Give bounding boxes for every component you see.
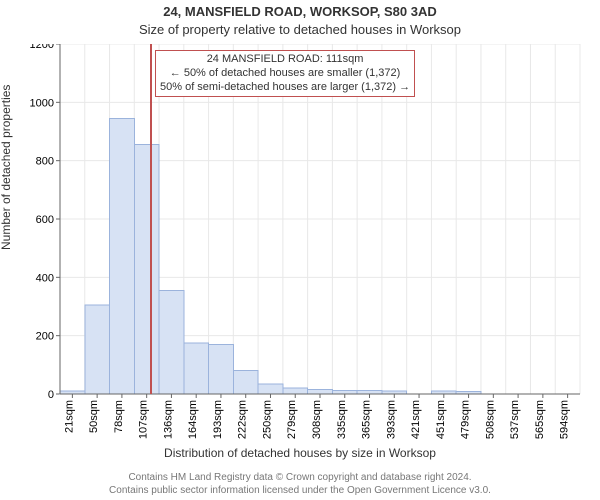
svg-text:600: 600	[36, 214, 54, 226]
footer-line1: Contains HM Land Registry data © Crown c…	[0, 472, 600, 483]
svg-text:365sqm: 365sqm	[361, 400, 373, 439]
svg-text:565sqm: 565sqm	[534, 400, 546, 439]
svg-text:800: 800	[36, 156, 54, 168]
svg-text:279sqm: 279sqm	[286, 400, 298, 439]
svg-text:164sqm: 164sqm	[187, 400, 199, 439]
svg-text:21sqm: 21sqm	[63, 400, 75, 433]
svg-text:421sqm: 421sqm	[410, 400, 422, 439]
svg-text:479sqm: 479sqm	[460, 400, 472, 439]
svg-text:0: 0	[48, 389, 54, 401]
svg-text:50sqm: 50sqm	[88, 400, 100, 433]
svg-text:393sqm: 393sqm	[385, 400, 397, 439]
svg-text:222sqm: 222sqm	[237, 400, 249, 439]
svg-text:451sqm: 451sqm	[435, 400, 447, 439]
svg-text:107sqm: 107sqm	[138, 400, 150, 439]
y-axis-label: Number of detached properties	[0, 85, 13, 250]
chart-plot: 0 200 400 600 800 1000 1200 21sqm 50sqm 78sqm 107s…	[20, 44, 600, 464]
chart-container: { "title_line1": "24, MANSFIELD ROAD, WO…	[0, 0, 600, 500]
svg-text:1000: 1000	[30, 97, 54, 109]
annotation-box: 24 MANSFIELD ROAD: 111sqm ← 50% of detac…	[155, 50, 415, 97]
svg-text:136sqm: 136sqm	[162, 400, 174, 439]
svg-text:78sqm: 78sqm	[113, 400, 125, 433]
svg-text:193sqm: 193sqm	[212, 400, 224, 439]
annotation-line2: ← 50% of detached houses are smaller (1,…	[160, 67, 410, 81]
svg-text:200: 200	[36, 331, 54, 343]
annotation-line1: 24 MANSFIELD ROAD: 111sqm	[160, 53, 410, 67]
chart-title-line1: 24, MANSFIELD ROAD, WORKSOP, S80 3AD	[0, 4, 600, 19]
svg-text:250sqm: 250sqm	[261, 400, 273, 439]
annotation-line3: 50% of semi-detached houses are larger (…	[160, 81, 410, 95]
chart-title-line2: Size of property relative to detached ho…	[0, 22, 600, 37]
svg-text:594sqm: 594sqm	[559, 400, 571, 439]
svg-text:400: 400	[36, 272, 54, 284]
footer-line2: Contains public sector information licen…	[0, 485, 600, 496]
svg-text:1200: 1200	[30, 44, 54, 51]
svg-text:335sqm: 335sqm	[336, 400, 348, 439]
svg-text:537sqm: 537sqm	[509, 400, 521, 439]
svg-text:508sqm: 508sqm	[484, 400, 496, 439]
svg-text:308sqm: 308sqm	[311, 400, 323, 439]
